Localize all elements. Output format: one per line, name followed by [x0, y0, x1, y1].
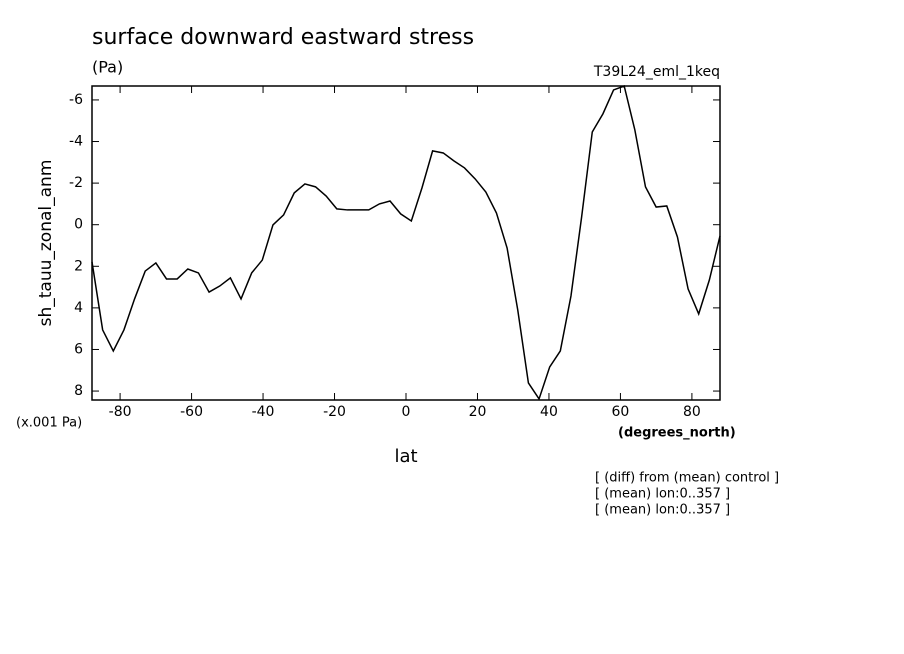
x-axis-label: lat: [394, 446, 417, 467]
x-tick-label: 40: [540, 404, 558, 420]
x-tick-label: 20: [469, 404, 487, 420]
x-tick-label: 60: [612, 404, 630, 420]
chart-subtitle: (Pa): [92, 58, 123, 77]
data-line: [91, 85, 721, 401]
y-tick-label: 6: [74, 341, 83, 357]
experiment-label: T39L24_eml_1keq: [593, 64, 720, 80]
x-tick-label: -40: [252, 404, 275, 420]
x-tick-label: 0: [402, 404, 411, 420]
x-unit: (degrees_north): [618, 426, 736, 441]
x-tick-label: -20: [323, 404, 346, 420]
y-tick-label: 4: [74, 300, 83, 316]
y-tick-label: -4: [69, 134, 83, 150]
note: [ (diff) from (mean) control ]: [595, 471, 779, 486]
y-tick-label: 8: [74, 383, 83, 399]
y-unit: (x.001 Pa): [16, 416, 82, 431]
x-tick-label: -80: [109, 404, 132, 420]
note: [ (mean) lon:0..357 ]: [595, 503, 730, 518]
x-tick-label: 80: [683, 404, 701, 420]
y-tick-label: 0: [74, 217, 83, 233]
y-tick-label: -2: [69, 175, 83, 191]
y-tick-label: -6: [69, 92, 83, 108]
x-tick-label: -60: [180, 404, 203, 420]
chart-title: surface downward eastward stress: [92, 25, 474, 50]
note: [ (mean) lon:0..357 ]: [595, 487, 730, 502]
y-axis-label: sh_tauu_zonal_anm: [36, 160, 56, 327]
y-tick-label: 2: [74, 258, 83, 274]
plot-frame: [91, 85, 721, 401]
